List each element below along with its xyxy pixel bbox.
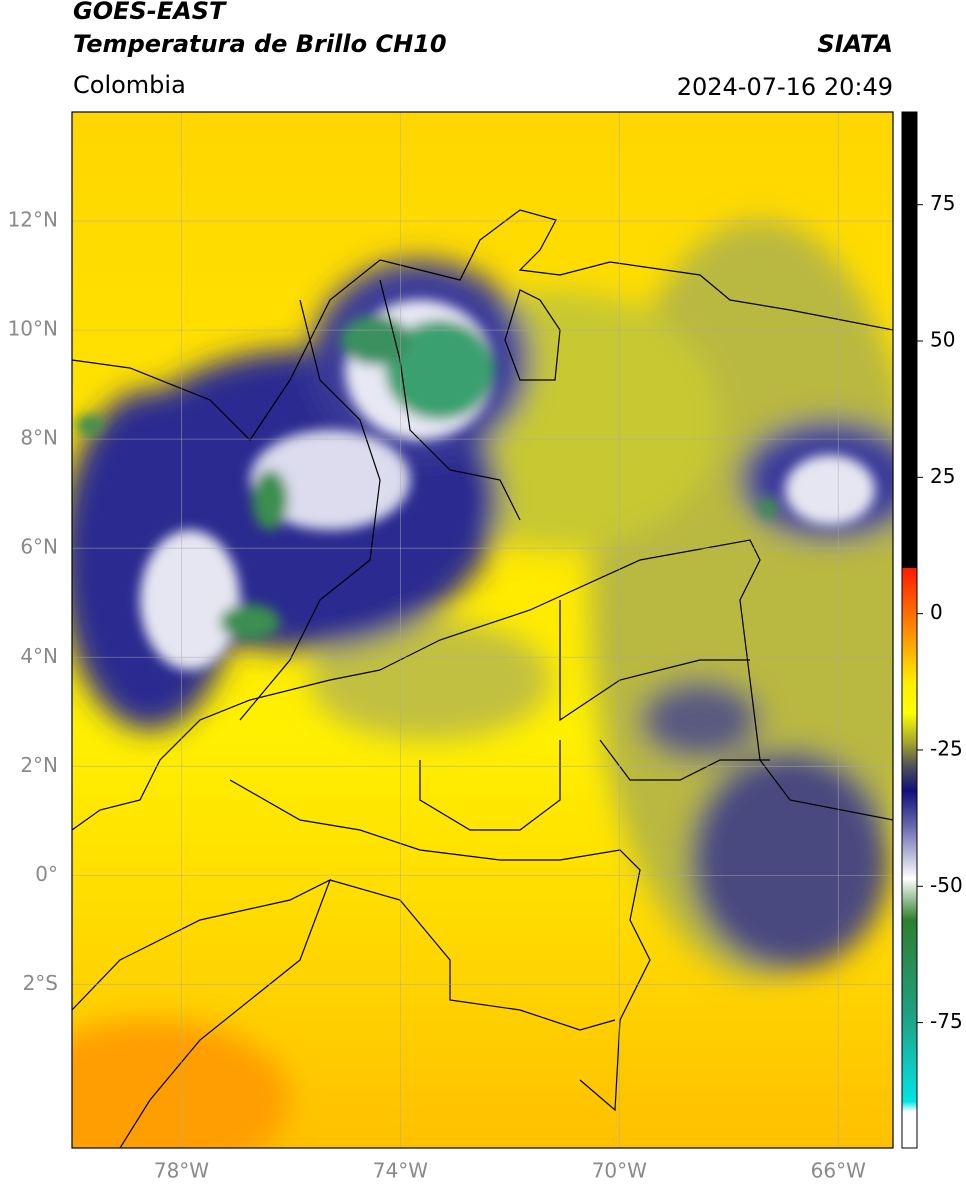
colorbar-tick-label: 75 [930,191,955,215]
colorbar-tick-label: 25 [930,464,955,488]
lon-tick-label: 78°W [154,1159,209,1183]
region: Colombia [73,71,186,99]
lon-tick-label: 66°W [811,1159,866,1183]
colorbar-tick-label: -75 [930,1009,963,1033]
title: GOES-EAST [73,0,227,25]
colorbar-tick-label: 0 [930,600,943,624]
colorbar-tick-label: -25 [930,736,963,760]
colorbar-tick-label: 50 [930,328,955,352]
lat-tick-label: 10°N [8,317,58,341]
map-frame [71,111,894,1149]
lat-tick-label: 4°N [20,644,58,668]
lat-tick-label: 2°S [23,971,58,995]
satellite-image [72,112,893,1148]
lon-tick-label: 74°W [373,1159,428,1183]
source: SIATA [817,30,893,58]
colorbar-tick-label: -50 [930,873,963,897]
subtitle: Temperatura de Brillo CH10 [73,30,447,58]
lat-tick-label: 6°N [20,535,58,559]
lat-tick-label: 8°N [20,426,58,450]
lat-tick-label: 0° [35,862,58,886]
lat-tick-label: 2°N [20,753,58,777]
lat-tick-label: 12°N [8,208,58,232]
lon-tick-label: 70°W [592,1159,647,1183]
datetime: 2024-07-16 20:49 [677,73,893,101]
colorbar [901,111,918,1149]
